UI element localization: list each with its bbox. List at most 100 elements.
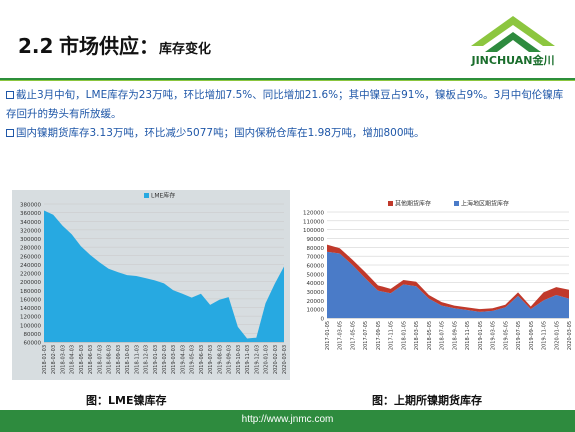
x-tick-label: 2019-10-03 (236, 345, 242, 374)
bullet-square-icon (6, 129, 14, 137)
y-tick-label: 60000 (24, 341, 42, 347)
y-tick-label: 60000 (307, 264, 325, 270)
x-tick-label: 2019-05-05 (503, 321, 509, 350)
series-area (44, 210, 284, 342)
y-tick-label: 100000 (303, 228, 324, 234)
lme-chart-svg: 60000 80000 100000 120000 140000 160000 180000… (20, 192, 288, 375)
x-tick-label: 2019-11-05 (542, 321, 548, 350)
y-tick-label: 300000 (20, 237, 41, 243)
x-tick-label: 2019-06-03 (199, 345, 205, 374)
x-tick-label: 2019-03-05 (491, 321, 497, 350)
legend-label: 上海地区期货库存 (461, 200, 509, 208)
y-tick-label: 220000 (20, 272, 41, 278)
y-tick-label: 160000 (20, 297, 41, 303)
y-tick-label: 20000 (307, 299, 325, 305)
y-tick-label: 0 (321, 317, 325, 323)
page-title: 2.2 市场供应：库存变化 (18, 30, 211, 59)
x-tick-label: 2019-03-03 (171, 345, 177, 374)
x-tick-label: 2018-04-03 (70, 345, 76, 374)
y-tick-label: 70000 (307, 255, 325, 261)
y-tick-label: 80000 (24, 332, 42, 338)
x-tick-label: 2019-07-03 (208, 345, 214, 374)
y-tick-label: 340000 (20, 220, 41, 226)
y-tick-label: 40000 (307, 281, 325, 287)
x-tick-label: 2020-03-03 (282, 345, 288, 374)
bullet-square-icon (6, 91, 14, 99)
x-tick-label: 2019-09-05 (529, 321, 535, 350)
logo-roof-icon (471, 16, 555, 52)
lme-nickel-stock-chart: 60000 80000 100000 120000 140000 160000 180000… (12, 190, 290, 380)
header-divider-accent (0, 80, 575, 81)
x-tick-label: 2018-05-03 (79, 345, 85, 374)
y-tick-label: 320000 (20, 228, 41, 234)
x-tick-label: 2018-09-05 (452, 321, 458, 350)
legend-swatch (144, 193, 149, 198)
x-tick-label: 2020-02-03 (273, 345, 279, 374)
x-tick-label: 2017-07-05 (363, 321, 369, 350)
series-area (327, 251, 569, 318)
lme-chart-caption: 图：LME镍库存 (86, 394, 167, 407)
x-tick-label: 2019-04-03 (180, 345, 186, 374)
x-tick-label: 2019-05-03 (190, 345, 196, 374)
x-tick-label: 2018-03-03 (60, 345, 66, 374)
footer-url: http://www.jnmc.com (241, 414, 334, 425)
y-tick-label: 280000 (20, 246, 41, 252)
x-tick-label: 2018-09-03 (116, 345, 122, 374)
x-tick-label: 2017-11-05 (389, 321, 395, 350)
y-tick-label: 10000 (307, 308, 325, 314)
y-tick-label: 180000 (20, 289, 41, 295)
x-tick-label: 2018-07-03 (97, 345, 103, 374)
legend-swatch (454, 201, 459, 206)
x-tick-label: 2019-11-03 (245, 345, 251, 374)
x-tick-label: 2018-10-03 (125, 345, 131, 374)
x-tick-label: 2017-03-05 (338, 321, 344, 350)
x-tick-label: 2017-05-05 (350, 321, 356, 350)
company-logo: JINCHUAN金川 (465, 12, 561, 72)
x-tick-label: 2018-05-05 (427, 321, 433, 350)
section-subtitle: 库存变化 (159, 42, 212, 57)
x-tick-label: 2020-01-03 (264, 345, 270, 374)
x-tick-label: 2018-11-05 (465, 321, 471, 350)
y-tick-label: 120000 (303, 211, 324, 217)
y-tick-label: 110000 (303, 219, 324, 225)
logo-text: JINCHUAN金川 (471, 54, 555, 67)
y-tick-label: 140000 (20, 306, 41, 312)
shfe-chart-caption: 图：上期所镍期货库存 (372, 394, 482, 407)
y-tick-label: 380000 (20, 203, 41, 209)
x-tick-label: 2019-01-05 (478, 321, 484, 350)
x-tick-label: 2019-12-03 (254, 345, 260, 374)
legend-label: 其他期货库存 (395, 200, 431, 208)
x-tick-label: 2017-01-05 (325, 321, 331, 350)
y-tick-label: 260000 (20, 254, 41, 260)
x-tick-label: 2018-06-03 (88, 345, 94, 374)
x-tick-label: 2018-12-03 (144, 345, 150, 374)
bullet-item: 截止3月中旬，LME库存为23万吨，环比增加7.5%、同比增加21.6%；其中镍… (6, 89, 564, 120)
x-tick-label: 2020-03-05 (567, 321, 573, 350)
x-tick-label: 2018-01-03 (42, 345, 48, 374)
x-tick-label: 2017-09-05 (376, 321, 382, 350)
x-tick-label: 2018-11-03 (134, 345, 140, 374)
shfe-nickel-stock-chart: 0 10000 20000 30000 40000 50000 60000 70000 8000… (297, 190, 575, 380)
x-tick-label: 2018-03-05 (414, 321, 420, 350)
y-tick-label: 100000 (20, 323, 41, 329)
y-tick-label: 120000 (20, 315, 41, 321)
x-tick-label: 2019-09-03 (227, 345, 233, 374)
x-tick-label: 2020-01-05 (554, 321, 560, 350)
x-tick-label: 2018-02-03 (51, 345, 57, 374)
section-title: 市场供应： (59, 34, 160, 58)
x-tick-label: 2018-08-03 (107, 345, 113, 374)
x-tick-label: 2018-07-05 (440, 321, 446, 350)
x-tick-label: 2019-08-03 (217, 345, 223, 374)
header-divider (0, 78, 575, 80)
bullet-item: 国内镍期货库存3.13万吨，环比减少5077吨；国内保税仓库在1.98万吨，增加… (6, 124, 566, 143)
legend-swatch (388, 201, 393, 206)
shfe-chart-svg: 0 10000 20000 30000 40000 50000 60000 70000 8000… (303, 200, 573, 351)
x-tick-label: 2018-01-05 (401, 321, 407, 350)
footer-bar: http://www.jnmc.com (0, 410, 575, 432)
y-tick-label: 360000 (20, 211, 41, 217)
y-tick-label: 240000 (20, 263, 41, 269)
y-tick-label: 200000 (20, 280, 41, 286)
y-tick-label: 30000 (307, 290, 325, 296)
x-tick-label: 2019-07-05 (516, 321, 522, 350)
legend-label: LME库存 (151, 192, 175, 200)
